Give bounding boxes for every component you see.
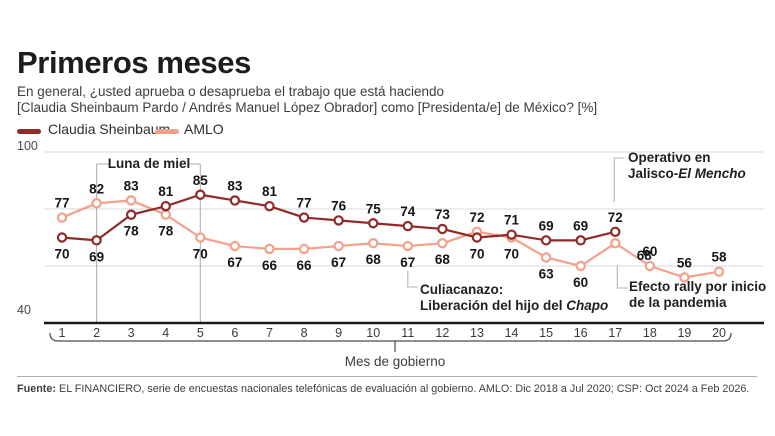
x-axis-title: Mes de gobierno xyxy=(344,354,446,369)
x-axis-ticks: 1 2 3 4 5 6 7 8 9 10 11 12 13 14 15 16 17 18 19 20 xyxy=(59,326,726,340)
svg-text:67: 67 xyxy=(227,255,242,270)
svg-text:13: 13 xyxy=(470,326,484,340)
svg-text:60: 60 xyxy=(573,275,588,290)
subtitle-line-2: [Claudia Sheinbaum Pardo / Andrés Manuel… xyxy=(17,100,598,115)
footer-divider xyxy=(17,376,757,377)
svg-text:69: 69 xyxy=(539,218,554,233)
svg-text:68: 68 xyxy=(435,252,451,267)
annotation-rally-line1: Efecto rally por inicio xyxy=(629,279,767,294)
y-axis-tick-40: 40 xyxy=(17,303,31,317)
data-labels: 70 77 69 82 78 83 81 78 85 70 83 67 81 66 77 66 76 67 75 68… xyxy=(54,173,727,290)
svg-text:9: 9 xyxy=(335,326,342,340)
svg-text:8: 8 xyxy=(301,326,308,340)
annotation-culiacanazo-line1: Culiacanazo: xyxy=(420,282,504,297)
annotation-efecto-rally: Efecto rally por inicio de la pandemia xyxy=(629,279,766,310)
annotation-rally-line2: de la pandemia xyxy=(629,294,727,310)
svg-text:15: 15 xyxy=(539,326,553,340)
svg-text:81: 81 xyxy=(158,184,174,199)
legend-swatch-sheinbaum xyxy=(17,129,41,134)
y-axis-tick-100: 100 xyxy=(17,139,38,153)
legend-label-amlo: AMLO xyxy=(184,121,224,137)
svg-text:76: 76 xyxy=(331,198,347,213)
svg-text:68: 68 xyxy=(637,248,653,263)
svg-text:85: 85 xyxy=(193,173,209,188)
sheinbaum-markers xyxy=(56,189,621,246)
svg-text:81: 81 xyxy=(262,184,278,199)
svg-text:74: 74 xyxy=(400,204,416,219)
svg-text:77: 77 xyxy=(54,196,69,211)
svg-text:70: 70 xyxy=(469,247,484,262)
svg-text:2: 2 xyxy=(93,326,100,340)
svg-text:66: 66 xyxy=(262,258,278,273)
svg-text:66: 66 xyxy=(297,258,313,273)
svg-text:3: 3 xyxy=(128,326,135,340)
svg-text:17: 17 xyxy=(608,326,622,340)
annotation-operativo-line1: Operativo en xyxy=(628,150,711,165)
svg-text:16: 16 xyxy=(574,326,588,340)
svg-text:70: 70 xyxy=(504,247,519,262)
svg-text:78: 78 xyxy=(124,224,140,239)
source-label: Fuente: xyxy=(17,383,56,395)
svg-text:72: 72 xyxy=(469,210,484,225)
legend-label-sheinbaum: Claudia Sheinbaum xyxy=(48,121,171,137)
svg-text:83: 83 xyxy=(227,178,243,193)
svg-text:67: 67 xyxy=(331,255,346,270)
svg-text:70: 70 xyxy=(54,247,69,262)
svg-text:1: 1 xyxy=(59,326,66,340)
svg-text:19: 19 xyxy=(677,326,691,340)
annotation-culiacanazo-line2: Liberación del hijo del Chapo xyxy=(420,297,609,313)
svg-text:4: 4 xyxy=(162,326,169,340)
svg-text:68: 68 xyxy=(366,252,382,267)
amlo-line xyxy=(61,199,720,279)
svg-text:12: 12 xyxy=(435,326,449,340)
amlo-markers xyxy=(56,195,725,283)
svg-text:18: 18 xyxy=(643,326,657,340)
svg-text:73: 73 xyxy=(435,207,451,222)
legend-swatch-amlo xyxy=(155,129,179,134)
svg-text:70: 70 xyxy=(193,247,208,262)
svg-text:14: 14 xyxy=(505,326,519,340)
svg-text:83: 83 xyxy=(124,178,140,193)
svg-text:67: 67 xyxy=(400,255,415,270)
svg-text:75: 75 xyxy=(366,201,382,216)
page-title: Primeros meses xyxy=(17,45,251,80)
svg-text:10: 10 xyxy=(366,326,380,340)
svg-text:77: 77 xyxy=(297,196,312,211)
svg-text:60: 60 xyxy=(642,244,657,259)
svg-text:71: 71 xyxy=(504,213,520,228)
source-text: EL FINANCIERO, serie de encuestas nacion… xyxy=(56,383,750,395)
subtitle-line-1: En general, ¿usted aprueba o desaprueba … xyxy=(17,84,445,99)
svg-text:20: 20 xyxy=(712,326,726,340)
svg-text:82: 82 xyxy=(89,181,104,196)
svg-text:56: 56 xyxy=(677,255,693,270)
svg-text:6: 6 xyxy=(231,326,238,340)
svg-text:58: 58 xyxy=(712,250,728,265)
annotation-operativo-jalisco: Operativo en Jalisco-El Mencho xyxy=(628,150,746,181)
annotation-luna-de-miel: Luna de miel xyxy=(107,156,191,171)
x-axis-brace xyxy=(49,332,732,352)
svg-text:69: 69 xyxy=(573,218,588,233)
annotation-culiacanazo: Culiacanazo: Liberación del hijo del Cha… xyxy=(420,282,608,313)
svg-text:5: 5 xyxy=(197,326,204,340)
source-note: Fuente: EL FINANCIERO, serie de encuesta… xyxy=(17,383,749,395)
svg-text:11: 11 xyxy=(401,326,414,340)
svg-text:72: 72 xyxy=(608,210,623,225)
svg-text:7: 7 xyxy=(266,326,273,340)
svg-text:78: 78 xyxy=(158,224,174,239)
svg-text:69: 69 xyxy=(89,249,104,264)
svg-text:63: 63 xyxy=(539,266,555,281)
annotation-operativo-line2: Jalisco-El Mencho xyxy=(628,165,746,181)
